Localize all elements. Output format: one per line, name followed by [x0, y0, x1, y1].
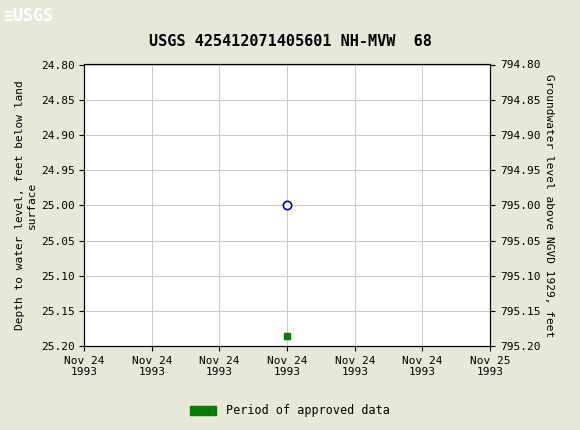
Y-axis label: Depth to water level, feet below land
surface: Depth to water level, feet below land su…: [15, 80, 37, 330]
Y-axis label: Groundwater level above NGVD 1929, feet: Groundwater level above NGVD 1929, feet: [545, 74, 554, 337]
Legend: Period of approved data: Period of approved data: [186, 399, 394, 422]
Text: ≡USGS: ≡USGS: [3, 7, 53, 25]
Text: USGS 425412071405601 NH-MVW  68: USGS 425412071405601 NH-MVW 68: [148, 34, 432, 49]
